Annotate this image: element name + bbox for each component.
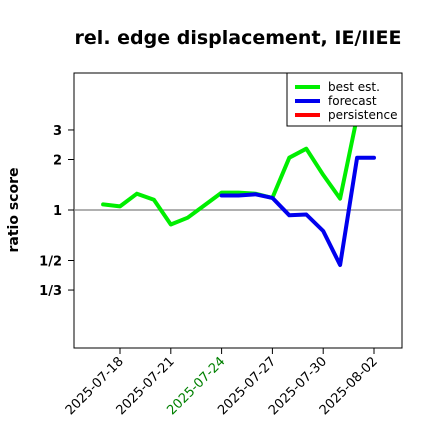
y-tick-label: 1/2 (39, 255, 62, 270)
series-line-best-est (101, 114, 360, 227)
x-axis: 2025-07-182025-07-212025-07-242025-07-27… (63, 348, 381, 418)
y-tick-label: 1 (53, 204, 62, 219)
legend-entry-label: best est. (328, 80, 380, 94)
legend-entry-label: persistence (328, 108, 397, 122)
y-tick-label: 1/3 (39, 284, 62, 299)
legend-entry-label: forecast (328, 94, 377, 108)
y-tick-label: 2 (53, 154, 62, 169)
series-line-forecast (219, 155, 376, 267)
y-axis: 3 2 1 1/2 1/3 (39, 124, 74, 299)
y-tick-label: 3 (53, 124, 62, 139)
chart-title: rel. edge displacement, IE/IIEE (75, 27, 402, 49)
series-layer (101, 114, 376, 267)
y-axis-label: ratio score (6, 168, 22, 253)
